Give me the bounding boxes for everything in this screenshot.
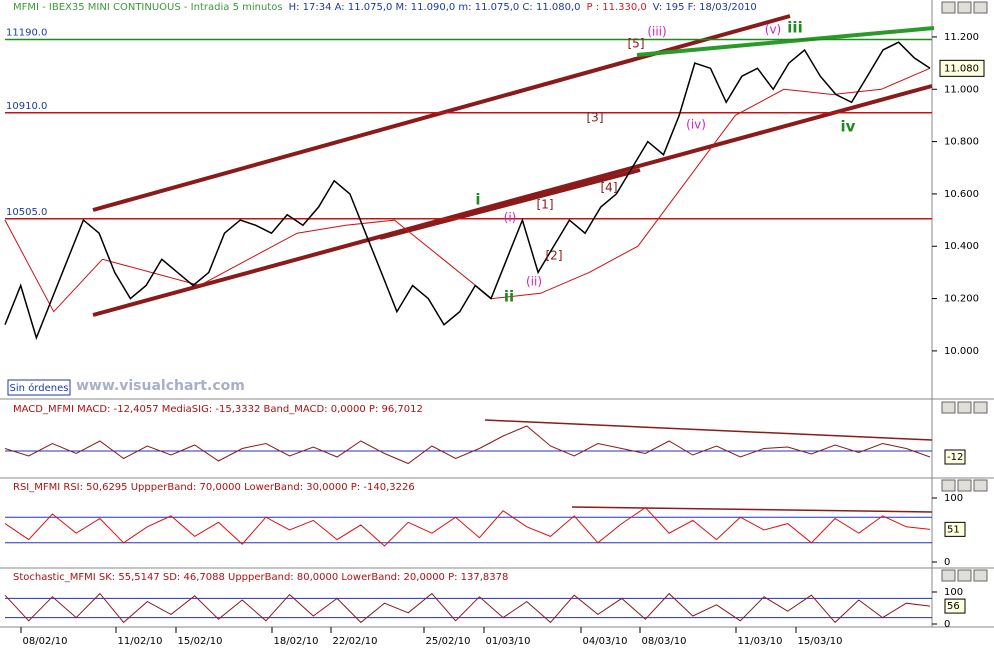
panel-header: Stochastic_MFMI SK: 55,5147 SD: 46,7088 …: [13, 572, 508, 583]
y-tick-label: 10.000: [944, 346, 979, 357]
window-button[interactable]: [973, 1, 988, 14]
window-button[interactable]: [957, 1, 972, 14]
status: Sin órdenes: [10, 382, 69, 394]
y-tick-label: 0: [944, 557, 950, 568]
watermark: www.visualchart.com: [76, 378, 245, 394]
window-button[interactable]: [941, 401, 956, 414]
y-tick-label: 11.000: [944, 84, 979, 95]
panel-header: RSI_MFMI RSI: 50,6295 UppperBand: 70,000…: [13, 482, 415, 493]
window-button[interactable]: [957, 401, 972, 414]
wave-label: [5]: [628, 37, 645, 51]
window-button[interactable]: [973, 479, 988, 492]
x-tick-label: 08/03/10: [642, 636, 687, 647]
last-value-box: [944, 521, 966, 537]
header-part: P : 11.330,0: [587, 2, 647, 13]
last-value: 51: [947, 524, 960, 535]
moving-average: [4, 67, 931, 313]
window-button[interactable]: [957, 569, 972, 582]
wave-label: (iv): [686, 118, 706, 132]
x-tick-label: 04/03/10: [583, 636, 628, 647]
wave-label: [1]: [537, 198, 554, 212]
last-value-box: [944, 449, 966, 465]
wave-label: ii: [504, 288, 514, 306]
trend-channel: [379, 168, 641, 240]
indicator-line: [4, 425, 931, 465]
x-tick-label: 01/03/10: [486, 636, 531, 647]
wave-label: iii: [787, 19, 802, 37]
trend-channel: [92, 84, 933, 317]
y-tick-label: 0: [944, 619, 950, 630]
wave-label: iv: [841, 118, 856, 136]
y-tick-label: 10.600: [944, 189, 979, 200]
x-tick-label: 08/02/10: [23, 636, 68, 647]
window-button[interactable]: [941, 479, 956, 492]
x-tick-label: 18/02/10: [274, 636, 319, 647]
wave-label: [2]: [546, 249, 563, 263]
y-tick-label: 11.200: [944, 32, 979, 43]
x-tick-label: 15/03/10: [798, 636, 843, 647]
y-tick-label: 10.800: [944, 137, 979, 148]
last-price-box: [939, 59, 985, 77]
wave-label: (v): [765, 23, 781, 37]
window-button[interactable]: [941, 1, 956, 14]
indicator-line: [4, 592, 931, 624]
window-button[interactable]: [973, 401, 988, 414]
header-part: H: 17:34 A: 11.075,0 M: 11.090,0 m: 11.0…: [289, 2, 581, 13]
level-label: 10505.0: [6, 207, 47, 218]
header-part: MFMI - IBEX35 MINI CONTINUOUS - Intradia…: [13, 2, 283, 13]
wave-label: i: [475, 191, 480, 209]
header-part: V: 195 F: 18/03/2010: [653, 2, 757, 13]
last-value: -12: [947, 452, 963, 463]
window-button[interactable]: [957, 479, 972, 492]
trend-line: [571, 506, 933, 513]
wave-label: [3]: [587, 111, 604, 125]
wave-label: (i): [504, 211, 517, 225]
y-tick-label: 100: [944, 493, 963, 504]
indicator-line: [4, 506, 931, 547]
trend-line: [484, 419, 933, 441]
level-label: 11190.0: [6, 28, 47, 39]
x-tick-label: 25/02/10: [426, 636, 471, 647]
x-tick-label: 15/02/10: [178, 636, 223, 647]
x-tick-label: 11/02/10: [118, 636, 163, 647]
x-tick-label: 22/02/10: [333, 636, 378, 647]
last-value-box: [944, 598, 966, 614]
last-value: 56: [947, 601, 960, 612]
wave-label: (iii): [647, 25, 666, 39]
trend-line: [636, 26, 935, 57]
price-line: [4, 41, 931, 341]
window-button[interactable]: [941, 569, 956, 582]
y-tick-label: 10.400: [944, 241, 979, 252]
wave-label: [4]: [601, 181, 618, 195]
panel-header: MACD_MFMI MACD: -12,4057 MediaSIG: -15,3…: [13, 404, 423, 415]
status-box: [7, 379, 71, 396]
window-button[interactable]: [973, 569, 988, 582]
y-tick-label: 100: [944, 587, 963, 598]
last-price: 11.080: [944, 63, 979, 74]
x-tick-label: 11/03/10: [738, 636, 783, 647]
chart-header: MFMI - IBEX35 MINI CONTINUOUS - Intradia…: [13, 2, 757, 13]
y-tick-label: 10.200: [944, 294, 979, 305]
wave-label: (ii): [526, 275, 542, 289]
level-label: 10910.0: [6, 101, 47, 112]
